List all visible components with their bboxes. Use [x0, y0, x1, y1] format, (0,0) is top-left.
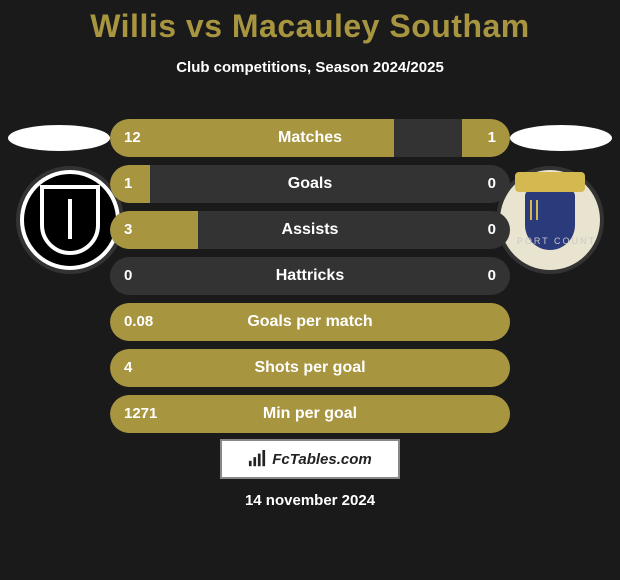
stat-row: 00Hattricks — [110, 257, 510, 295]
subtitle: Club competitions, Season 2024/2025 — [0, 59, 620, 76]
ellipse-left — [8, 125, 110, 151]
club-crest-right — [500, 170, 600, 270]
ellipse-right — [510, 125, 612, 151]
stat-row: 30Assists — [110, 211, 510, 249]
stat-label: Shots per goal — [110, 349, 510, 387]
club-crest-left — [20, 170, 120, 270]
stat-row: 1271Min per goal — [110, 395, 510, 433]
stat-label: Goals — [110, 165, 510, 203]
date-text: 14 november 2024 — [0, 492, 620, 509]
brand-box: FcTables.com — [220, 439, 400, 479]
stats-panel: 121Matches 10Goals 30Assists 00Hattricks 0.0… — [110, 119, 510, 441]
stat-label: Assists — [110, 211, 510, 249]
infographic-root: Willis vs Macauley Southam Club competit… — [0, 0, 620, 580]
stat-label: Goals per match — [110, 303, 510, 341]
stat-row: 0.08Goals per match — [110, 303, 510, 341]
crest-left-shield-icon — [40, 185, 100, 255]
stat-label: Hattricks — [110, 257, 510, 295]
bar-chart-icon — [248, 450, 266, 468]
page-title: Willis vs Macauley Southam — [0, 0, 620, 45]
stat-row: 121Matches — [110, 119, 510, 157]
stat-row: 4Shots per goal — [110, 349, 510, 387]
crest-right-ring-text: PORT COUNT — [517, 236, 596, 246]
stat-label: Min per goal — [110, 395, 510, 433]
stat-label: Matches — [110, 119, 510, 157]
brand-text: FcTables.com — [272, 451, 371, 468]
stat-row: 10Goals — [110, 165, 510, 203]
